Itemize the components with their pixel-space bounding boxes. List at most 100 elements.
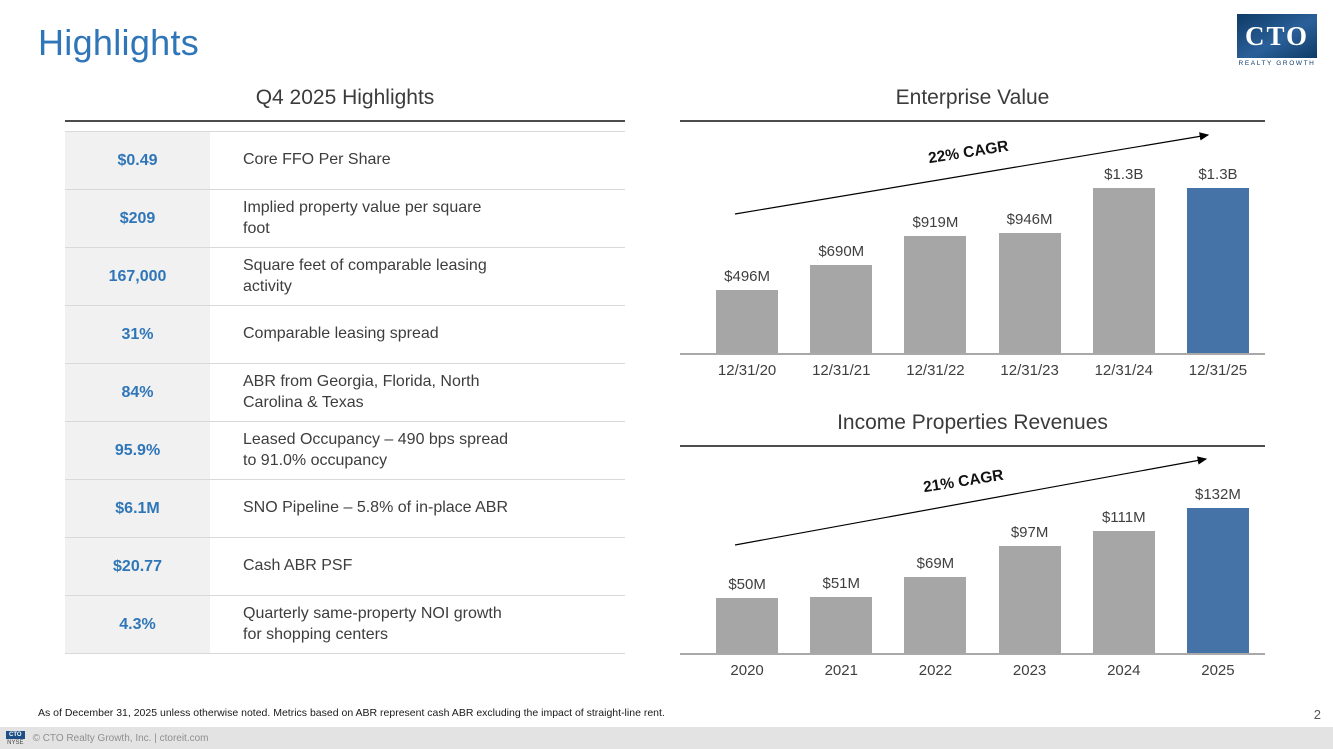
bar	[810, 265, 873, 353]
bar	[1092, 531, 1155, 653]
metric-label: Square feet of comparable leasing activi…	[243, 256, 487, 295]
chart-plot: 22% CAGR $496M $690M $919M $946M $1.3B $1.3B …	[680, 122, 1265, 379]
bar-value-label: $946M	[1006, 211, 1053, 228]
x-axis-label: 12/31/24	[1094, 362, 1153, 379]
highlights-table-body: $0.49 Core FFO Per Share $209 Implied prope…	[65, 131, 625, 654]
bar	[716, 598, 779, 653]
metric-label: Quarterly same-property NOI growth for s…	[243, 604, 502, 643]
x-axis-label: 12/31/20	[717, 362, 777, 379]
ticker-exchange: NYSE	[7, 739, 24, 746]
bar-value-label: $919M	[912, 214, 959, 231]
metric-value: $209	[65, 190, 210, 247]
metric-value: $20.77	[65, 538, 210, 595]
bar-value-label: $50M	[728, 576, 766, 593]
x-axis-label: 12/31/23	[1000, 362, 1059, 379]
bar	[716, 290, 779, 353]
table-row: 31% Comparable leasing spread	[65, 306, 625, 364]
bar	[1186, 188, 1249, 353]
x-axis-label: 2021	[824, 662, 858, 679]
chart-title-rule	[680, 120, 1265, 122]
chart-title: Enterprise Value	[895, 86, 1050, 109]
metric-label: Implied property value per square foot	[243, 198, 482, 237]
bar-value-label: $1.3B	[1104, 166, 1144, 183]
chart-title: Income Properties Revenues	[837, 411, 1108, 434]
bar	[1186, 508, 1249, 653]
bar-value-label: $690M	[818, 243, 865, 260]
x-axis: 12/31/20 12/31/21 12/31/22 12/31/23 12/31/24…	[680, 362, 1265, 379]
bar-value-label: $51M	[822, 575, 861, 592]
x-axis-label: 2025	[1201, 662, 1235, 679]
page-title: Highlights	[38, 22, 200, 63]
metric-label: SNO Pipeline – 5.8% of in-place ABR	[243, 499, 509, 517]
x-axis-label: 12/31/22	[906, 362, 965, 379]
x-axis-label: 12/31/25	[1188, 362, 1248, 379]
bar-column: $946M	[983, 211, 1077, 353]
ticker-symbol: CTO	[6, 730, 25, 739]
bar-column: $97M	[983, 524, 1077, 653]
bar-value-label: $69M	[916, 555, 955, 572]
x-axis-label: 2024	[1107, 662, 1141, 679]
metric-label: ABR from Georgia, Florida, North Carolin…	[243, 372, 480, 411]
table-row: 84% ABR from Georgia, Florida, North Caro…	[65, 364, 625, 422]
metric-label: Cash ABR PSF	[243, 557, 353, 575]
metric-label: Leased Occupancy – 490 bps spread to 91.…	[243, 430, 509, 469]
bar-column: $1.3B	[1171, 166, 1265, 353]
bar-value-label: $97M	[1010, 524, 1049, 541]
logo-subtext: REALTY GROWTH	[1238, 60, 1316, 67]
x-axis-label: 2022	[918, 662, 953, 679]
bar	[998, 233, 1061, 353]
chart-title-rule	[680, 445, 1265, 447]
bar-column: $51M	[794, 575, 888, 653]
bar-column: $496M	[700, 268, 794, 353]
bar	[904, 577, 967, 653]
x-axis: 2020 2021 2022 2023 2024 2025	[680, 662, 1265, 679]
highlights-panel: Q4 2025 Highlights $0.49 Core FFO Per Sha…	[65, 86, 625, 654]
table-row: $209 Implied property value per square fo…	[65, 190, 625, 248]
bar-column: $690M	[794, 243, 888, 353]
bar	[810, 597, 873, 653]
cto-logo-icon: CTO	[1237, 14, 1317, 58]
metric-value: 167,000	[65, 248, 210, 305]
table-row: $20.77 Cash ABR PSF	[65, 538, 625, 596]
bar-column: $50M	[700, 576, 794, 653]
highlights-title: Q4 2025 Highlights	[255, 86, 435, 109]
bar-value-label: $1.3B	[1198, 166, 1238, 183]
bar-value-label: $111M	[1101, 509, 1146, 526]
copyright-text: © CTO Realty Growth, Inc. | ctoreit.com	[32, 732, 209, 744]
metric-label: Core FFO Per Share	[243, 151, 391, 169]
bar-column: $69M	[888, 555, 982, 653]
bar-column: $919M	[888, 214, 982, 353]
logo-text: CTO	[1244, 20, 1310, 51]
nyse-ticker-mark: CTO NYSE	[6, 730, 25, 746]
metric-value: $6.1M	[65, 480, 210, 537]
footer-bar: CTO NYSE © CTO Realty Growth, Inc. | cto…	[0, 727, 1333, 749]
metric-value: $0.49	[65, 132, 210, 189]
bar-value-label: $496M	[724, 268, 771, 285]
highlights-title-rule	[65, 120, 625, 122]
company-logo: CTO REALTY GROWTH	[1237, 14, 1317, 67]
x-axis-label: 2023	[1012, 662, 1047, 679]
bar	[998, 546, 1061, 653]
metric-value: 95.9%	[65, 422, 210, 479]
bar-column: $111M	[1077, 509, 1171, 653]
bar-column: $1.3B	[1077, 166, 1171, 353]
table-row: $0.49 Core FFO Per Share	[65, 132, 625, 190]
bars: $496M $690M $919M $946M $1.3B $1.3B	[680, 122, 1265, 355]
metric-value: 4.3%	[65, 596, 210, 653]
metric-label: Comparable leasing spread	[243, 325, 439, 343]
table-row: 95.9% Leased Occupancy – 490 bps spread t…	[65, 422, 625, 480]
table-row: 4.3% Quarterly same-property NOI growth f…	[65, 596, 625, 654]
bar	[904, 236, 967, 353]
x-axis-label: 2020	[730, 662, 764, 679]
chart-plot: 21% CAGR $50M $51M $69M $97M $111M $132M 2020…	[680, 447, 1265, 679]
metric-value: 84%	[65, 364, 210, 421]
bar	[1092, 188, 1155, 353]
table-row: 167,000 Square feet of comparable leasing…	[65, 248, 625, 306]
bar-column: $132M	[1171, 486, 1265, 653]
metric-value: 31%	[65, 306, 210, 363]
bar-value-label: $132M	[1195, 486, 1241, 503]
enterprise-value-chart: Enterprise Value 22% CAGR $496M $690M $919…	[680, 86, 1265, 379]
footnote: As of December 31, 2025 unless otherwise…	[38, 707, 665, 719]
x-axis-label: 12/31/21	[812, 362, 871, 379]
